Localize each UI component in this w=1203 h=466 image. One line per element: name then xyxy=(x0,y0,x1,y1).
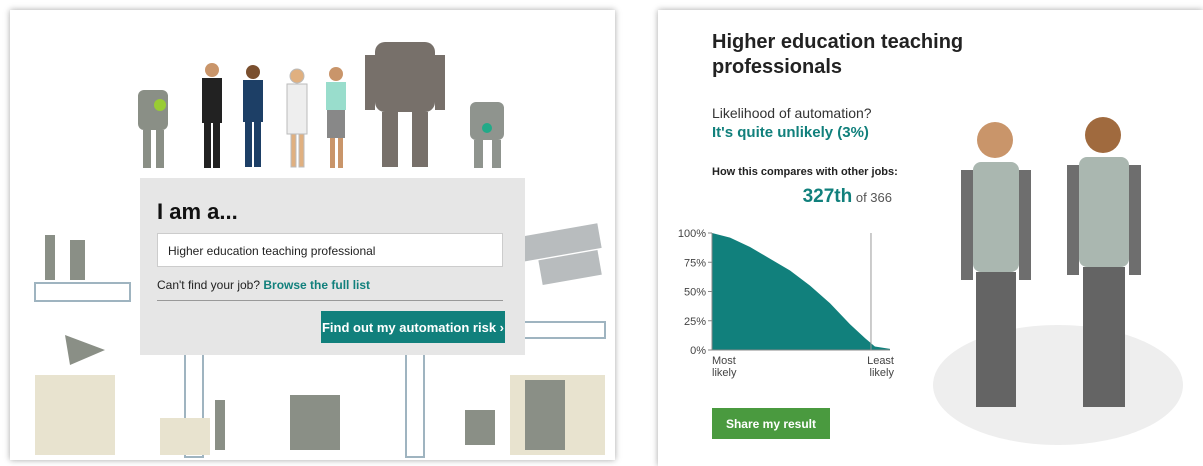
rank-of: of 366 xyxy=(856,190,892,205)
question: Likelihood of automation? xyxy=(712,105,872,121)
job-form: I am a... Higher education teaching prof… xyxy=(140,178,525,355)
page: I am a... Higher education teaching prof… xyxy=(0,0,1203,466)
y-tick-label: 75% xyxy=(684,257,706,269)
share-label: Share my result xyxy=(726,417,816,431)
rank-row: 327th of 366 xyxy=(712,186,892,208)
x-start-label: Most likely xyxy=(712,355,752,379)
x-end-label: Least likely xyxy=(854,355,894,379)
form-heading: I am a... xyxy=(157,199,238,225)
browse-link[interactable]: Browse the full list xyxy=(263,278,370,292)
share-button[interactable]: Share my result xyxy=(712,408,830,439)
help-row: Can't find your job? Browse the full lis… xyxy=(157,278,370,292)
help-text: Can't find your job? xyxy=(157,278,260,292)
button-label: Find out my automation risk xyxy=(322,320,496,335)
y-tick-label: 0% xyxy=(690,345,706,357)
answer: It's quite unlikely (3%) xyxy=(712,124,869,141)
right-panel: Higher education teaching professionals … xyxy=(658,10,1203,466)
y-tick-label: 100% xyxy=(678,228,706,240)
job-input[interactable]: Higher education teaching professional xyxy=(157,233,503,267)
compare-label: How this compares with other jobs: xyxy=(712,166,898,178)
chart: 0% 25% 50% 75% 100% xyxy=(658,215,898,375)
result-title: Higher education teaching professionals xyxy=(712,30,972,80)
submit-button[interactable]: Find out my automation risk › xyxy=(321,311,505,343)
rank: 327th xyxy=(803,186,853,207)
left-panel: I am a... Higher education teaching prof… xyxy=(10,10,615,460)
y-tick-label: 25% xyxy=(684,316,706,328)
y-tick-label: 50% xyxy=(684,287,706,299)
divider xyxy=(157,300,503,301)
area xyxy=(712,233,890,350)
